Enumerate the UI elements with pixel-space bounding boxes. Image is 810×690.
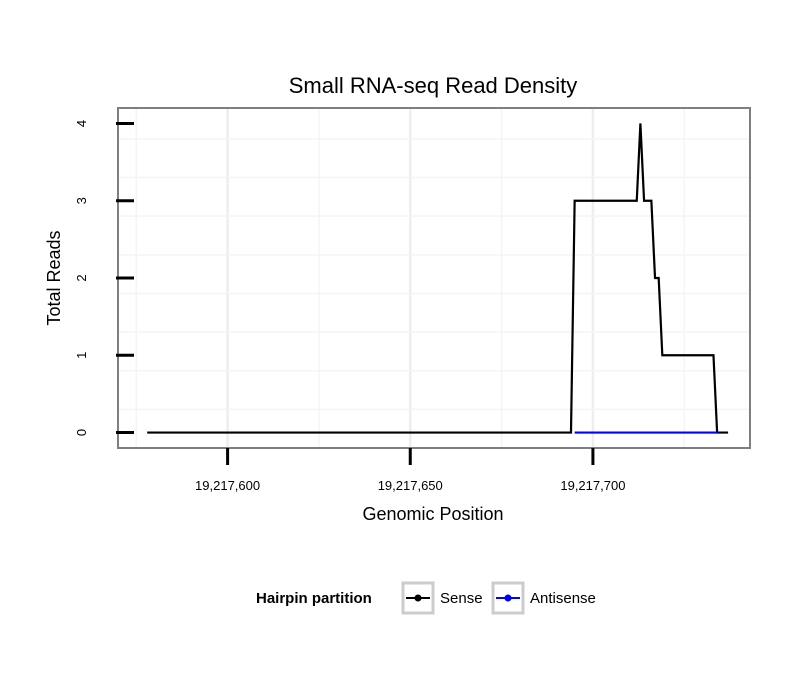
- chart-title: Small RNA-seq Read Density: [289, 73, 578, 98]
- x-axis: 19,217,600 19,217,650 19,217,700: [195, 448, 625, 493]
- y-axis-title: Total Reads: [44, 230, 64, 325]
- grid-lines: [118, 108, 750, 448]
- legend-key-point: [504, 594, 512, 602]
- legend-key-point: [414, 594, 422, 602]
- x-tick-label: 19,217,650: [378, 478, 443, 493]
- legend-entry-antisense: Antisense: [491, 581, 596, 615]
- legend-title: Hairpin partition: [256, 590, 372, 607]
- x-axis-title: Genomic Position: [362, 504, 503, 524]
- legend-label: Antisense: [530, 590, 596, 607]
- legend-label: Sense: [440, 590, 483, 607]
- series-layer: [147, 123, 729, 434]
- y-axis: 0 1 2 3 4: [74, 120, 134, 436]
- plot-background: [118, 108, 750, 448]
- x-tick-label: 19,217,700: [560, 478, 625, 493]
- y-tick-label: 4: [74, 120, 89, 127]
- x-tick-label: 19,217,600: [195, 478, 260, 493]
- series-line-sense: [147, 123, 729, 434]
- plot-area: [118, 108, 750, 448]
- legend-entry-sense: Sense: [401, 581, 483, 615]
- legend: Hairpin partition Sense Antisense: [256, 581, 596, 615]
- y-tick-label: 1: [74, 352, 89, 359]
- y-tick-label: 2: [74, 274, 89, 281]
- y-tick-label: 0: [74, 429, 89, 436]
- y-tick-label: 3: [74, 197, 89, 204]
